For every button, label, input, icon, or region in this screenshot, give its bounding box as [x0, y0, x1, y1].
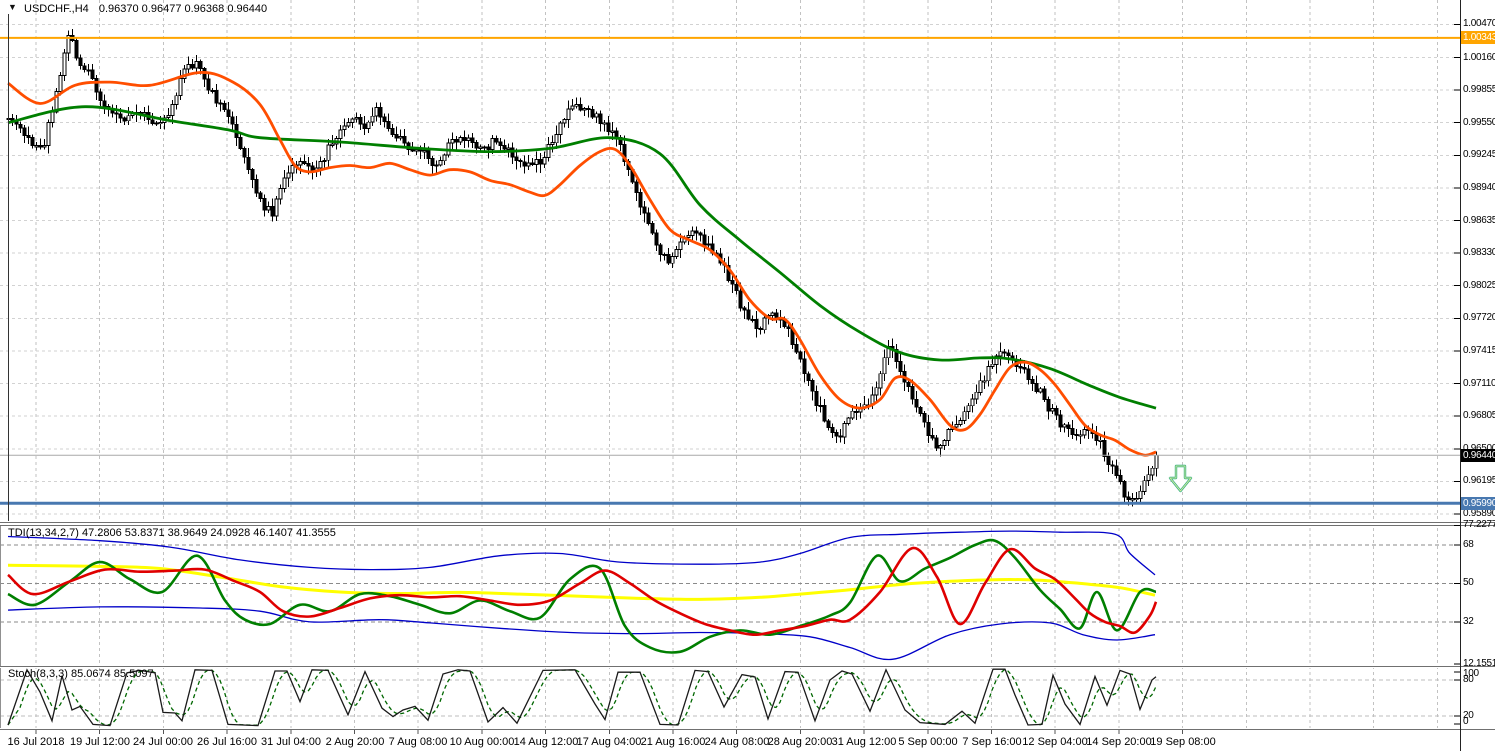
time-axis-label: 19 Sep 08:00	[1150, 736, 1216, 748]
time-axis-label: 28 Aug 20:00	[767, 736, 833, 748]
bid-price-badge: 0.96440	[1461, 449, 1495, 462]
symbol-period-label: USDCHF.,H4	[24, 3, 89, 15]
time-axis-label: 2 Aug 20:00	[325, 736, 385, 748]
price-axis-label: 0.99855	[1463, 84, 1495, 95]
resistance-price-badge: 1.00343	[1461, 31, 1495, 44]
tdi-upper-band	[7, 530, 1156, 576]
stoch-indicator-label: Stoch(8,3,3) 85.0674 85.5097	[8, 668, 154, 680]
time-axis-label: 14 Aug 12:00	[513, 736, 579, 748]
time-axis-label: 12 Sep 04:00	[1022, 736, 1088, 748]
sell-arrow-object[interactable]	[1168, 464, 1193, 493]
stoch-axis-label: 20	[1463, 710, 1474, 721]
tdi-indicator-label: TDI(13,34,2,7) 47.2806 53.8371 38.9649 2…	[8, 527, 336, 539]
time-axis-label: 31 Aug 12:00	[831, 736, 897, 748]
price-axis-label: 0.97110	[1463, 378, 1495, 389]
tdi-lower-band	[7, 606, 1156, 661]
time-axis-label: 16 Jul 2018	[7, 736, 65, 748]
stoch-axis-label: 100	[1463, 668, 1479, 679]
support-price-badge: 0.95990	[1461, 497, 1495, 510]
ohlc-values: 0.96370 0.96477 0.96368 0.96440	[98, 3, 268, 15]
time-axis-label: 7 Sep 16:00	[962, 736, 1022, 748]
price-axis-label: 0.99245	[1463, 149, 1495, 160]
time-axis-label: 10 Aug 00:00	[449, 736, 515, 748]
time-axis-label: 19 Jul 12:00	[70, 736, 130, 748]
symbol-dropdown-icon[interactable]: ▼	[8, 2, 17, 12]
price-axis-label: 1.00160	[1463, 52, 1495, 63]
tdi-indicator	[7, 530, 1158, 661]
time-axis-label: 7 Aug 08:00	[388, 736, 448, 748]
price-axis-label: 0.99550	[1463, 117, 1495, 128]
price-axis-label: 0.98635	[1463, 215, 1495, 226]
tdi-axis-label: 68	[1463, 539, 1474, 550]
tdi-axis-label: 77.2277	[1463, 519, 1495, 530]
candlesticks	[6, 28, 1159, 507]
stoch-axis-label: 80	[1463, 674, 1474, 685]
time-axis-label: 21 Aug 16:00	[640, 736, 706, 748]
tdi-axis-label: 50	[1463, 577, 1474, 588]
stoch-main-line	[7, 668, 1157, 727]
tdi-base-line	[7, 563, 1156, 601]
price-axis-label: 0.97415	[1463, 345, 1495, 356]
tdi-axis-label: 12.1551	[1463, 658, 1495, 669]
chart-title: USDCHF.,H4 0.96370 0.96477 0.96368 0.964…	[24, 3, 267, 16]
time-axis-label: 5 Sep 00:00	[898, 736, 958, 748]
stoch-signal-line	[7, 669, 1157, 726]
gridlines	[0, 0, 1460, 728]
price-axis-label: 0.98330	[1463, 247, 1495, 258]
time-axis-label: 17 Aug 04:00	[576, 736, 642, 748]
price-axis-label: 0.96805	[1463, 410, 1495, 421]
price-axis-label: 0.98940	[1463, 182, 1495, 193]
time-axis-label: 24 Jul 00:00	[133, 736, 193, 748]
time-axis-label: 24 Aug 08:00	[704, 736, 770, 748]
price-axis-label: 0.98025	[1463, 280, 1495, 291]
ma-fast-line	[7, 71, 1157, 457]
stoch-axis-label: 0	[1463, 716, 1469, 727]
price-axis-label: 0.96500	[1463, 443, 1495, 455]
stochastic-indicator	[7, 668, 1157, 727]
price-axis-label: 0.96195	[1463, 475, 1495, 486]
tdi-axis-label: 32	[1463, 616, 1474, 627]
time-axis-label: 31 Jul 04:00	[261, 736, 321, 748]
time-axis-label: 26 Jul 16:00	[197, 736, 257, 748]
tdi-signal-line	[7, 538, 1157, 654]
price-axis-label: 0.97720	[1463, 312, 1495, 323]
time-axis-label: 14 Sep 20:00	[1086, 736, 1152, 748]
price-axis-label: 0.95890	[1463, 508, 1495, 519]
ma-slow-line	[7, 105, 1157, 410]
tdi-price-line	[7, 546, 1158, 636]
price-axis-label: 1.00470	[1463, 18, 1495, 29]
